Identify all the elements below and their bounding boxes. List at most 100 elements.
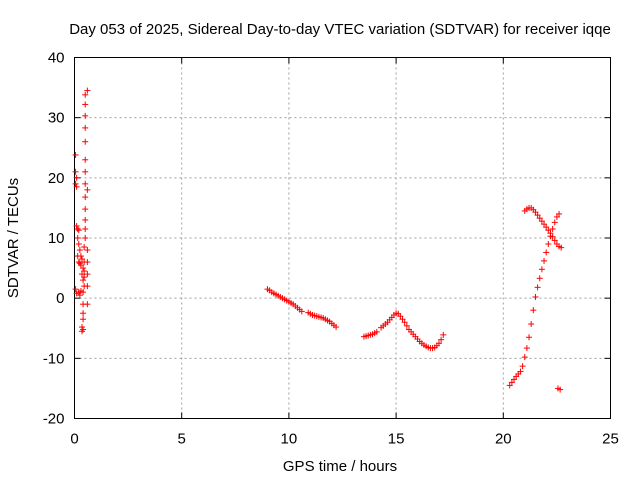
data-point xyxy=(82,180,89,187)
x-tick-label: 25 xyxy=(602,431,619,448)
data-point xyxy=(81,244,88,251)
data-point xyxy=(77,262,84,269)
data-points xyxy=(72,87,565,393)
data-point xyxy=(82,112,89,119)
data-point xyxy=(534,212,541,219)
data-point xyxy=(75,259,82,266)
y-tick-label: 20 xyxy=(48,170,65,187)
data-point xyxy=(73,222,80,229)
data-point xyxy=(82,235,89,241)
data-point xyxy=(556,210,563,217)
data-point xyxy=(547,230,554,237)
data-point xyxy=(538,266,545,273)
data-point xyxy=(551,237,558,244)
data-point xyxy=(75,241,82,248)
data-point xyxy=(82,138,89,145)
data-point xyxy=(80,289,87,296)
data-point xyxy=(506,382,513,389)
data-point xyxy=(397,313,404,320)
data-point xyxy=(84,247,91,254)
data-point xyxy=(84,186,91,193)
data-point xyxy=(519,363,526,370)
data-point xyxy=(82,101,89,108)
data-point xyxy=(549,233,556,240)
data-point xyxy=(403,322,410,329)
data-point xyxy=(82,124,89,131)
y-tick-label: 0 xyxy=(56,290,64,307)
y-tick-label: -20 xyxy=(43,411,65,428)
data-point xyxy=(82,156,89,163)
x-tick-label: 20 xyxy=(495,431,512,448)
data-point xyxy=(401,319,408,326)
data-point xyxy=(84,271,91,278)
data-point xyxy=(72,151,79,158)
data-point xyxy=(82,225,89,232)
data-point xyxy=(333,324,340,331)
data-point xyxy=(80,316,87,323)
x-tick-label: 15 xyxy=(388,431,405,448)
grid-lines xyxy=(74,57,611,419)
data-point xyxy=(538,218,545,225)
y-tick-label: 30 xyxy=(48,110,65,127)
x-tick-label: 0 xyxy=(70,431,78,448)
data-point xyxy=(558,244,565,251)
data-point xyxy=(521,354,528,361)
data-point xyxy=(82,168,89,175)
data-point xyxy=(77,253,84,260)
data-point xyxy=(530,307,537,314)
data-point xyxy=(545,227,552,234)
data-point xyxy=(80,326,87,333)
data-point xyxy=(76,292,83,299)
data-point xyxy=(82,194,89,201)
data-point xyxy=(536,215,543,222)
data-point xyxy=(79,271,86,278)
data-point xyxy=(511,376,518,383)
data-point xyxy=(534,284,541,291)
data-point xyxy=(557,386,564,393)
x-tick-labels: 0 5 10 15 20 25 xyxy=(70,431,619,448)
data-point xyxy=(80,265,87,272)
data-point xyxy=(438,336,445,343)
data-point xyxy=(81,268,88,275)
y-tick-label: 40 xyxy=(48,50,65,67)
data-point xyxy=(373,328,380,335)
data-point xyxy=(75,227,82,234)
data-point xyxy=(81,274,88,281)
data-point xyxy=(80,310,87,317)
data-point xyxy=(298,308,305,315)
data-point xyxy=(72,286,79,293)
y-tick-labels: -20 -10 0 10 20 30 40 xyxy=(43,50,65,428)
data-point xyxy=(76,247,83,254)
data-point xyxy=(82,216,89,223)
y-axis-label: SDTVAR / TECUs xyxy=(5,178,22,298)
data-point xyxy=(551,219,558,226)
data-point xyxy=(545,241,552,248)
data-point xyxy=(74,235,81,241)
data-point xyxy=(553,213,560,220)
chart-title: Day 053 of 2025, Sidereal Day-to-day VTE… xyxy=(69,21,611,38)
data-point xyxy=(79,256,86,263)
data-point xyxy=(84,283,91,290)
data-point xyxy=(72,180,79,187)
data-point xyxy=(84,87,91,94)
data-point xyxy=(82,91,89,98)
data-point xyxy=(536,275,543,282)
data-point xyxy=(523,345,530,352)
data-point xyxy=(543,224,550,231)
data-point xyxy=(543,249,550,256)
axis-ticks xyxy=(74,57,611,419)
data-point xyxy=(73,174,80,181)
x-tick-label: 10 xyxy=(281,431,298,448)
data-point xyxy=(82,206,89,213)
data-point xyxy=(517,368,524,375)
data-point xyxy=(541,221,548,228)
data-point xyxy=(84,259,91,266)
data-point xyxy=(399,316,406,323)
data-point xyxy=(84,301,91,308)
data-point xyxy=(508,379,515,386)
data-point xyxy=(528,321,535,328)
data-point xyxy=(541,257,548,264)
data-point xyxy=(435,340,442,347)
y-tick-label: -10 xyxy=(43,350,65,367)
